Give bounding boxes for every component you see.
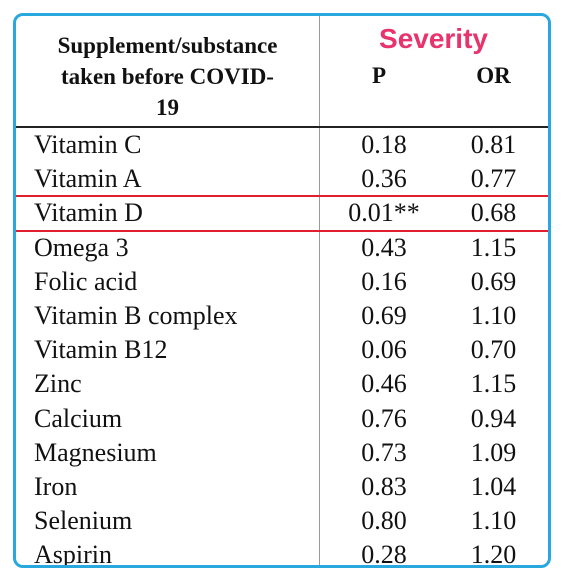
- p-value-cell: 0.28: [361, 540, 407, 568]
- p-value-cell: 0.83: [361, 471, 407, 501]
- table-row: Zinc 0.46 1.15: [16, 367, 548, 401]
- p-value-cell: 0.76: [361, 403, 407, 433]
- odds-ratio-cell: 1.04: [470, 471, 517, 501]
- table-frame: Supplement/substance taken before COVID-…: [13, 13, 551, 568]
- supplement-column-header: Supplement/substance taken before COVID-…: [16, 30, 319, 123]
- odds-ratio-cell: 1.09: [470, 437, 517, 467]
- header-line-1: Supplement/substance: [57, 33, 278, 58]
- supplement-name-cell: Iron: [34, 471, 78, 501]
- odds-ratio-cell: 1.20: [470, 540, 517, 568]
- odds-ratio-cell: 1.10: [470, 506, 517, 536]
- supplement-name-cell: Aspirin: [34, 540, 112, 568]
- p-value-cell: 0.01**: [348, 198, 420, 228]
- supplement-name-cell: Vitamin A: [34, 164, 142, 194]
- column-divider: [319, 16, 320, 565]
- p-value-cell: 0.06: [361, 335, 407, 365]
- p-column-header: P: [371, 63, 387, 88]
- p-value-cell: 0.80: [361, 506, 407, 536]
- p-value-cell: 0.16: [361, 266, 407, 296]
- supplement-name-cell: Magnesium: [34, 437, 157, 467]
- table-row: Vitamin C 0.18 0.81: [16, 128, 548, 162]
- supplement-name-cell: Selenium: [34, 506, 133, 536]
- odds-ratio-cell: 0.68: [470, 198, 517, 228]
- highlight-line-top: [16, 195, 548, 198]
- table-row: Omega 3 0.43 1.15: [16, 231, 548, 265]
- header-rule: [16, 126, 548, 128]
- p-value-cell: 0.69: [361, 300, 407, 330]
- p-value-cell: 0.43: [361, 232, 407, 262]
- p-value-cell: 0.73: [361, 437, 407, 467]
- header-line-3: 19: [156, 95, 179, 120]
- p-value-cell: 0.18: [361, 130, 407, 159]
- odds-ratio-cell: 0.70: [470, 335, 517, 365]
- highlight-line-bottom: [16, 229, 548, 232]
- table-row: Aspirin 0.28 1.20: [16, 538, 548, 568]
- header-line-2: taken before COVID-: [61, 64, 274, 89]
- severity-group-title: Severity: [379, 23, 488, 54]
- odds-ratio-cell: 0.94: [470, 403, 517, 433]
- odds-ratio-cell: 1.10: [470, 300, 517, 330]
- table-row: Folic acid 0.16 0.69: [16, 265, 548, 299]
- supplement-name-cell: Vitamin C: [34, 130, 142, 159]
- table-row: Magnesium 0.73 1.09: [16, 436, 548, 470]
- odds-ratio-cell: 1.15: [470, 369, 517, 399]
- supplement-name-cell: Vitamin D: [34, 198, 143, 228]
- odds-ratio-cell: 0.69: [470, 266, 517, 296]
- table-body: Vitamin C 0.18 0.81 Vitamin A 0.36 0.77 Vitami…: [16, 128, 548, 568]
- table-row: Vitamin A 0.36 0.77: [16, 162, 548, 196]
- table-row: Calcium 0.76 0.94: [16, 402, 548, 436]
- table-row: Vitamin B12 0.06 0.70: [16, 333, 548, 367]
- odds-ratio-cell: 1.15: [470, 232, 517, 262]
- p-value-cell: 0.46: [361, 369, 407, 399]
- odds-ratio-cell: 0.81: [470, 130, 517, 159]
- supplement-name-cell: Zinc: [34, 369, 82, 399]
- odds-ratio-cell: 0.77: [470, 164, 517, 194]
- table-row: Vitamin D 0.01** 0.68: [16, 195, 548, 232]
- table-row: Vitamin B complex 0.69 1.10: [16, 299, 548, 333]
- table-row: Iron 0.83 1.04: [16, 470, 548, 504]
- supplement-name-cell: Vitamin B complex: [34, 300, 238, 330]
- supplement-name-cell: Calcium: [34, 403, 123, 433]
- table-row: Selenium 0.80 1.10: [16, 504, 548, 538]
- or-column-header: OR: [476, 63, 511, 88]
- supplement-name-cell: Vitamin B12: [34, 335, 168, 365]
- supplement-name-cell: Omega 3: [34, 232, 129, 262]
- p-value-cell: 0.36: [361, 164, 407, 194]
- supplement-name-cell: Folic acid: [34, 266, 138, 296]
